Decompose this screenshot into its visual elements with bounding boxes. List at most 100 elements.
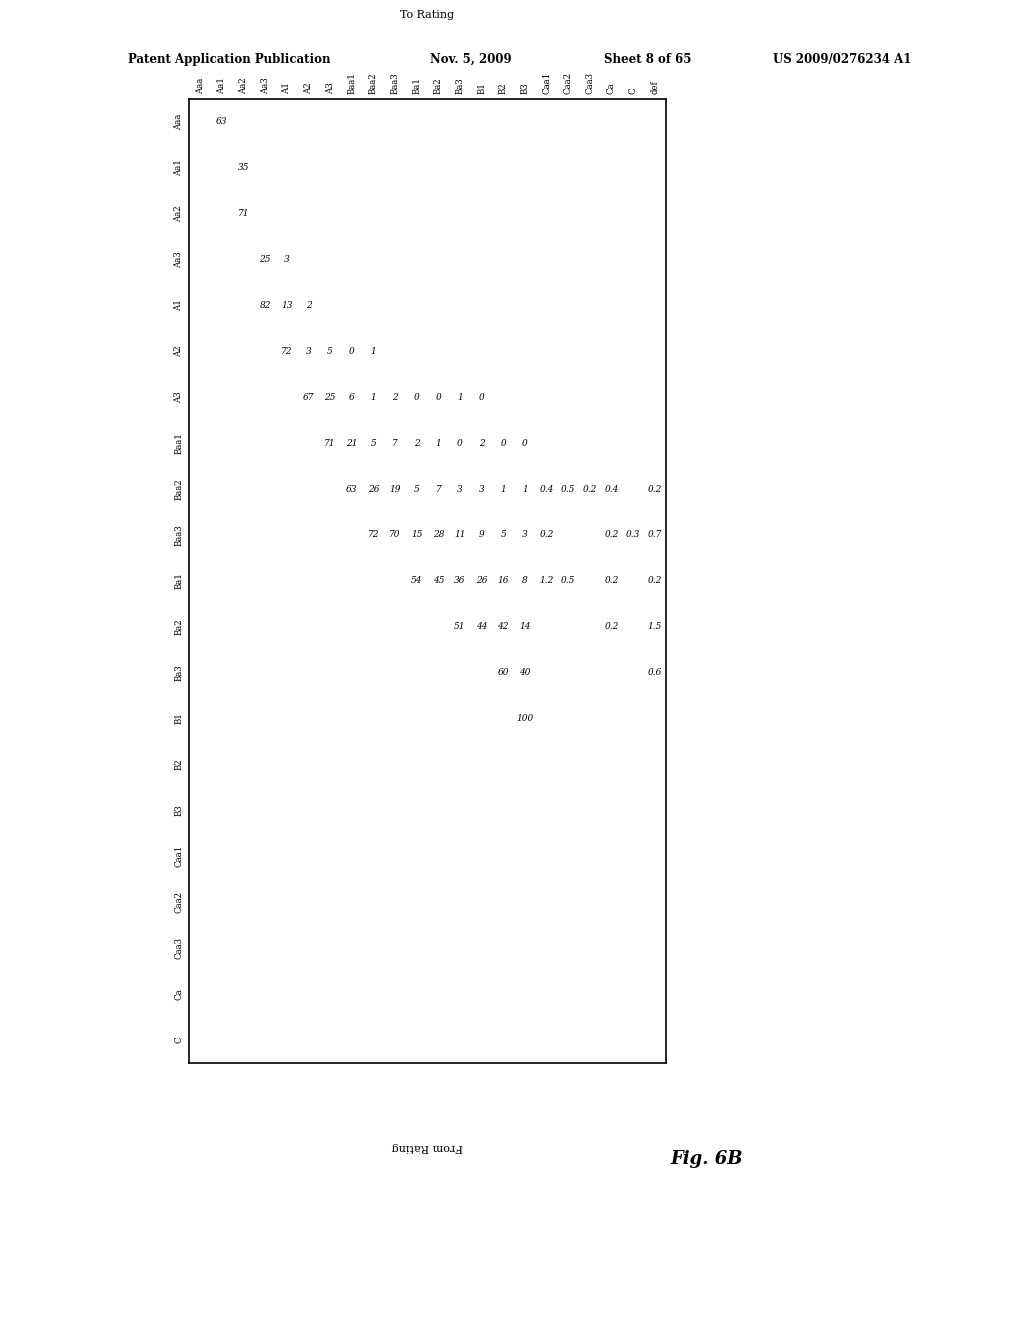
Text: 2: 2 (414, 438, 420, 447)
Text: 0.4: 0.4 (604, 484, 618, 494)
Text: 0: 0 (522, 438, 527, 447)
Text: 15: 15 (411, 531, 423, 540)
Text: 5: 5 (501, 531, 506, 540)
Text: Aa3: Aa3 (174, 251, 183, 268)
Text: 1.5: 1.5 (647, 622, 662, 631)
Text: 0.2: 0.2 (540, 531, 554, 540)
Text: 25: 25 (325, 393, 336, 401)
Text: 0.2: 0.2 (604, 622, 618, 631)
Text: Ba1: Ba1 (413, 77, 421, 94)
Text: 36: 36 (455, 577, 466, 585)
Text: 42: 42 (498, 622, 509, 631)
Text: A2: A2 (304, 82, 313, 94)
Text: Aaa: Aaa (174, 114, 183, 131)
Text: Aa2: Aa2 (174, 206, 183, 222)
Text: 44: 44 (476, 622, 487, 631)
Text: 1: 1 (501, 484, 506, 494)
Text: 2: 2 (392, 393, 398, 401)
Text: 40: 40 (519, 668, 530, 677)
Text: 0: 0 (501, 438, 506, 447)
Text: 6: 6 (349, 393, 354, 401)
Text: 9: 9 (479, 531, 484, 540)
Text: Caa1: Caa1 (542, 71, 551, 94)
Text: 0: 0 (414, 393, 420, 401)
Text: B3: B3 (520, 82, 529, 94)
Text: Fig. 6B: Fig. 6B (671, 1150, 743, 1168)
Text: A2: A2 (174, 346, 183, 358)
Text: Ba3: Ba3 (174, 664, 183, 681)
Text: B1: B1 (174, 713, 183, 725)
Text: 19: 19 (389, 484, 400, 494)
Text: 1: 1 (371, 347, 376, 356)
Text: 35: 35 (238, 164, 249, 173)
Text: 60: 60 (498, 668, 509, 677)
Text: B1: B1 (477, 82, 486, 94)
Text: 1: 1 (435, 438, 441, 447)
Text: 3: 3 (284, 255, 290, 264)
Text: 71: 71 (325, 438, 336, 447)
Text: 82: 82 (259, 301, 271, 310)
Text: 5: 5 (328, 347, 333, 356)
Text: 1.2: 1.2 (540, 577, 554, 585)
Text: 0.2: 0.2 (647, 577, 662, 585)
Text: 71: 71 (238, 209, 249, 218)
Text: 0.2: 0.2 (583, 484, 597, 494)
Text: Caa3: Caa3 (586, 71, 594, 94)
Text: Aa3: Aa3 (261, 77, 269, 94)
Text: A3: A3 (326, 82, 335, 94)
Text: 0: 0 (457, 438, 463, 447)
Text: A1: A1 (174, 300, 183, 312)
Text: Caa2: Caa2 (174, 891, 183, 913)
Text: 72: 72 (368, 531, 379, 540)
Text: 45: 45 (432, 577, 444, 585)
Text: 26: 26 (476, 577, 487, 585)
Text: Baa1: Baa1 (174, 432, 183, 454)
Text: 7: 7 (435, 484, 441, 494)
Text: 3: 3 (457, 484, 463, 494)
Text: 67: 67 (303, 393, 314, 401)
Text: A3: A3 (174, 392, 183, 403)
Text: 1: 1 (522, 484, 527, 494)
Text: 0.2: 0.2 (647, 484, 662, 494)
Text: 25: 25 (259, 255, 271, 264)
Text: B2: B2 (499, 82, 508, 94)
Text: 3: 3 (522, 531, 527, 540)
Text: 0.2: 0.2 (604, 531, 618, 540)
Text: 100: 100 (516, 714, 534, 723)
Text: B3: B3 (174, 804, 183, 816)
Text: A1: A1 (283, 82, 292, 94)
Text: Baa1: Baa1 (347, 71, 356, 94)
Text: 28: 28 (432, 531, 444, 540)
Text: 14: 14 (519, 622, 530, 631)
Text: 3: 3 (305, 347, 311, 356)
Text: 70: 70 (389, 531, 400, 540)
Text: 5: 5 (371, 438, 376, 447)
Text: 16: 16 (498, 577, 509, 585)
Text: 2: 2 (479, 438, 484, 447)
Text: 3: 3 (479, 484, 484, 494)
Text: 0.2: 0.2 (604, 577, 618, 585)
Text: 0.3: 0.3 (626, 531, 640, 540)
Text: To Rating: To Rating (400, 9, 455, 20)
Text: C: C (174, 1036, 183, 1043)
Text: 0: 0 (349, 347, 354, 356)
Text: 5: 5 (414, 484, 420, 494)
Text: B2: B2 (174, 759, 183, 770)
Text: C: C (629, 87, 638, 94)
Text: Nov. 5, 2009: Nov. 5, 2009 (430, 53, 512, 66)
Text: Ba1: Ba1 (174, 573, 183, 589)
Text: 11: 11 (455, 531, 466, 540)
Text: 26: 26 (368, 484, 379, 494)
Text: Sheet 8 of 65: Sheet 8 of 65 (604, 53, 691, 66)
Text: Aaa: Aaa (196, 78, 205, 94)
Text: 0: 0 (435, 393, 441, 401)
Text: Baa3: Baa3 (174, 524, 183, 545)
Text: 1: 1 (371, 393, 376, 401)
Text: Caa2: Caa2 (563, 71, 572, 94)
Text: def: def (650, 81, 659, 94)
Text: 63: 63 (216, 117, 227, 127)
Text: Caa1: Caa1 (174, 845, 183, 867)
Text: 72: 72 (281, 347, 293, 356)
Text: Ba3: Ba3 (456, 77, 465, 94)
Text: 51: 51 (455, 622, 466, 631)
